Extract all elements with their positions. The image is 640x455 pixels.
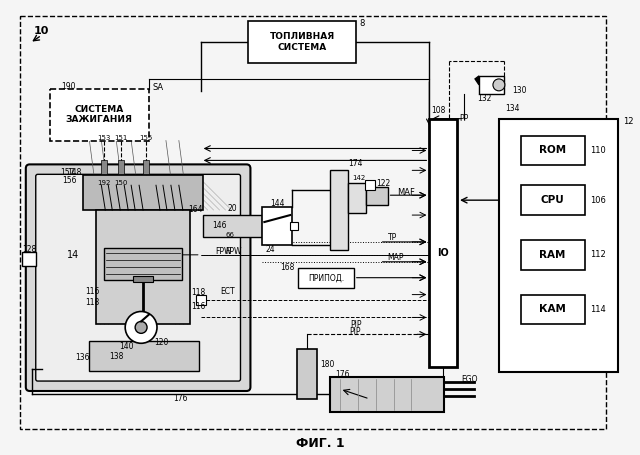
Text: 174: 174 xyxy=(348,159,362,168)
Text: 12: 12 xyxy=(623,117,634,126)
Bar xyxy=(499,119,618,372)
Text: ROM: ROM xyxy=(539,146,566,156)
Text: SA: SA xyxy=(152,83,163,92)
Text: 138: 138 xyxy=(109,352,124,361)
Text: PIP: PIP xyxy=(349,327,360,336)
Text: 130: 130 xyxy=(512,86,526,96)
Text: 164: 164 xyxy=(188,205,203,213)
Bar xyxy=(133,276,153,282)
Text: CPU: CPU xyxy=(541,195,564,205)
Text: СИСТЕМА
ЗАЖИГАНИЯ: СИСТЕМА ЗАЖИГАНИЯ xyxy=(66,105,133,124)
Text: 155: 155 xyxy=(140,135,153,141)
Bar xyxy=(50,89,149,141)
Text: PP: PP xyxy=(460,114,468,123)
Bar xyxy=(203,215,262,237)
Text: 132: 132 xyxy=(477,94,492,103)
Text: 108: 108 xyxy=(431,106,445,115)
Bar xyxy=(330,170,348,250)
Text: 114: 114 xyxy=(590,305,606,314)
Text: 153: 153 xyxy=(98,135,111,141)
Text: 116: 116 xyxy=(85,287,99,296)
Bar xyxy=(22,252,36,266)
FancyBboxPatch shape xyxy=(26,164,250,391)
Text: 176: 176 xyxy=(335,369,349,379)
Text: 148: 148 xyxy=(67,168,81,177)
Text: ПРИПОД.: ПРИПОД. xyxy=(308,273,344,282)
Text: 180: 180 xyxy=(320,359,334,369)
Text: FPW: FPW xyxy=(225,248,242,256)
Text: 14: 14 xyxy=(67,250,79,260)
Polygon shape xyxy=(475,76,479,85)
Text: 150: 150 xyxy=(115,180,128,186)
Text: 134: 134 xyxy=(505,104,520,113)
Text: TP: TP xyxy=(388,233,397,243)
Text: 136: 136 xyxy=(75,353,90,362)
Text: 192: 192 xyxy=(98,180,111,186)
Text: ТОПЛИВНАЯ
СИСТЕМА: ТОПЛИВНАЯ СИСТЕМА xyxy=(269,32,335,52)
Text: EGO: EGO xyxy=(461,374,477,384)
Bar xyxy=(101,161,108,174)
Circle shape xyxy=(493,79,505,91)
Bar xyxy=(196,294,205,304)
Bar xyxy=(521,240,586,270)
Text: 157: 157 xyxy=(60,168,74,177)
Bar xyxy=(479,76,504,94)
Text: 122: 122 xyxy=(377,179,391,188)
Text: 66: 66 xyxy=(225,232,235,238)
Bar xyxy=(365,187,388,205)
FancyBboxPatch shape xyxy=(36,174,241,381)
Text: 24: 24 xyxy=(266,245,275,254)
Bar xyxy=(521,294,586,324)
Text: FPW: FPW xyxy=(216,248,232,256)
Text: ФИГ. 1: ФИГ. 1 xyxy=(296,437,344,450)
Bar xyxy=(97,210,190,324)
Text: 128: 128 xyxy=(22,245,36,254)
Circle shape xyxy=(125,312,157,343)
Bar xyxy=(83,175,203,210)
Text: PIP: PIP xyxy=(350,320,362,329)
Bar xyxy=(90,341,199,371)
Bar xyxy=(348,183,365,213)
Text: ECT: ECT xyxy=(221,287,236,296)
Bar xyxy=(365,180,374,190)
Text: 156: 156 xyxy=(62,176,77,185)
Text: 140: 140 xyxy=(119,342,134,351)
Bar xyxy=(248,21,356,63)
Text: 151: 151 xyxy=(115,135,128,141)
Bar xyxy=(298,268,354,288)
Text: 144: 144 xyxy=(270,199,285,207)
Bar xyxy=(521,136,586,165)
Circle shape xyxy=(135,321,147,334)
Bar xyxy=(290,222,298,230)
Text: 106: 106 xyxy=(590,196,606,205)
Text: IO: IO xyxy=(437,248,449,258)
Text: MAP: MAP xyxy=(388,253,404,263)
Text: 110: 110 xyxy=(590,146,606,155)
Text: 20: 20 xyxy=(228,204,237,212)
Text: 168: 168 xyxy=(280,263,294,272)
Text: 120: 120 xyxy=(154,338,168,347)
Text: 10: 10 xyxy=(34,26,49,36)
Text: 8: 8 xyxy=(360,19,365,28)
Text: 146: 146 xyxy=(212,221,227,229)
Bar xyxy=(143,161,149,174)
Text: 190: 190 xyxy=(61,82,76,91)
Bar xyxy=(521,185,586,215)
Text: 112: 112 xyxy=(590,250,606,259)
Bar xyxy=(429,119,457,367)
Text: 176: 176 xyxy=(173,394,188,404)
Text: RAM: RAM xyxy=(540,250,566,260)
Bar xyxy=(330,377,444,412)
Text: MAF: MAF xyxy=(397,188,415,197)
Text: 116: 116 xyxy=(191,302,205,311)
Text: 118: 118 xyxy=(85,298,99,307)
Bar xyxy=(297,349,317,399)
Text: 118: 118 xyxy=(191,288,205,297)
Bar xyxy=(262,207,292,245)
Text: 142: 142 xyxy=(352,175,365,181)
Bar xyxy=(118,161,124,174)
Text: КАМ: КАМ xyxy=(539,304,566,314)
Bar xyxy=(104,248,182,280)
